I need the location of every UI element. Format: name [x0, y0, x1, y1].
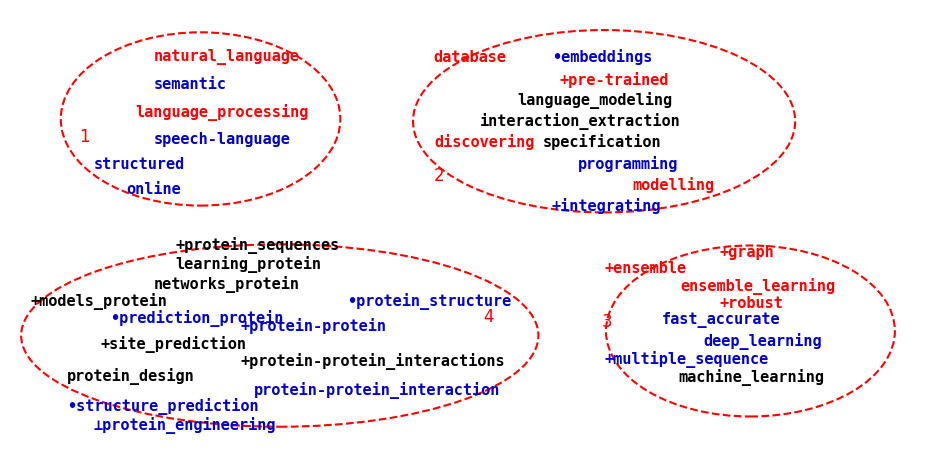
Text: •prediction_protein: •prediction_protein	[110, 310, 283, 327]
Text: +protein-protein_interactions: +protein-protein_interactions	[241, 353, 505, 370]
Text: +site_prediction: +site_prediction	[101, 336, 247, 353]
Text: interaction_extraction: interaction_extraction	[480, 113, 681, 130]
Text: +multiple_sequence: +multiple_sequence	[604, 351, 768, 368]
Text: 4: 4	[483, 308, 494, 326]
Text: semantic: semantic	[154, 77, 227, 92]
Text: +protein-protein: +protein-protein	[241, 318, 387, 334]
Text: online: online	[126, 182, 181, 197]
Text: +integrating: +integrating	[552, 199, 662, 215]
Text: ⊥protein_engineering: ⊥protein_engineering	[93, 417, 276, 434]
Text: natural_language: natural_language	[154, 49, 300, 66]
Text: +protein_sequences: +protein_sequences	[175, 237, 340, 254]
Text: language_modeling: language_modeling	[517, 92, 672, 109]
Text: +pre-trained: +pre-trained	[559, 72, 669, 88]
Text: ensemble_learning: ensemble_learning	[681, 278, 836, 295]
Text: 3: 3	[601, 313, 611, 331]
Text: learning_protein: learning_protein	[175, 256, 321, 273]
Text: networks_protein: networks_protein	[154, 276, 300, 293]
Text: 2: 2	[434, 167, 444, 185]
Text: database: database	[434, 50, 507, 65]
Text: •embeddings: •embeddings	[552, 49, 652, 66]
Text: deep_learning: deep_learning	[704, 333, 823, 350]
Text: •protein_structure: •protein_structure	[347, 293, 511, 310]
Text: specification: specification	[543, 134, 661, 150]
Text: 1: 1	[80, 128, 90, 146]
Text: protein-protein_interaction: protein-protein_interaction	[254, 382, 500, 399]
Text: protein_design: protein_design	[68, 368, 195, 385]
Text: modelling: modelling	[632, 177, 714, 193]
Text: +models_protein: +models_protein	[30, 293, 166, 310]
Text: +ensemble: +ensemble	[604, 261, 687, 276]
Text: language_processing: language_processing	[135, 104, 309, 121]
Text: fast_accurate: fast_accurate	[662, 313, 781, 329]
Text: •structure_prediction: •structure_prediction	[68, 398, 259, 415]
Text: structured: structured	[93, 157, 184, 172]
Text: +robust: +robust	[720, 296, 784, 311]
Text: programming: programming	[578, 156, 678, 171]
Text: speech-language: speech-language	[154, 132, 291, 147]
Text: discovering: discovering	[435, 134, 534, 150]
Text: machine_learning: machine_learning	[679, 370, 825, 387]
Text: +graph: +graph	[720, 245, 774, 260]
